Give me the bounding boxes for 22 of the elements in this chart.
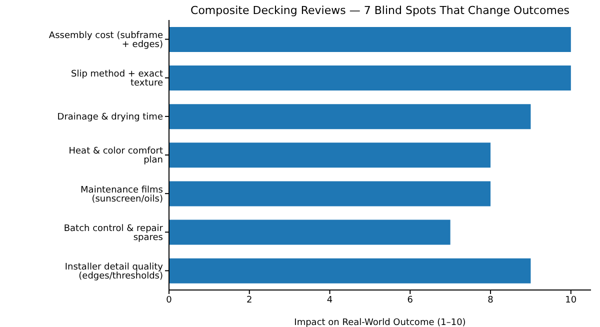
bar [169,26,571,52]
bar [169,258,531,284]
x-tick-label: 0 [166,295,172,306]
x-tick-label: 10 [565,295,577,306]
x-tick-label: 8 [488,295,494,306]
y-tick-label: Batch control & repair spares [64,224,164,243]
x-tick-label: 2 [246,295,252,306]
x-axis-title: Impact on Real-World Outcome (1–10) [294,318,466,327]
y-tick-label: Heat & color comfort plan [68,146,164,166]
y-tick-label: Assembly cost (subframe + edges) [48,30,164,50]
x-tick-label: 6 [407,295,414,306]
bar [169,66,571,91]
y-tick-label: Maintenance films (sunscreen/oils) [80,185,164,204]
bar [169,220,450,245]
y-tick-label: Drainage & drying time [57,112,164,123]
x-tick-label: 4 [326,295,333,306]
bar [169,104,531,130]
chart-title: Composite Decking Reviews — 7 Blind Spots That Change Outcomes [190,4,570,17]
y-tick-label: Slip method + exact texture [70,70,164,89]
bar [169,142,491,168]
y-tick-label: Installer detail quality (edges/thresholds) [64,262,164,282]
bar [169,181,491,206]
